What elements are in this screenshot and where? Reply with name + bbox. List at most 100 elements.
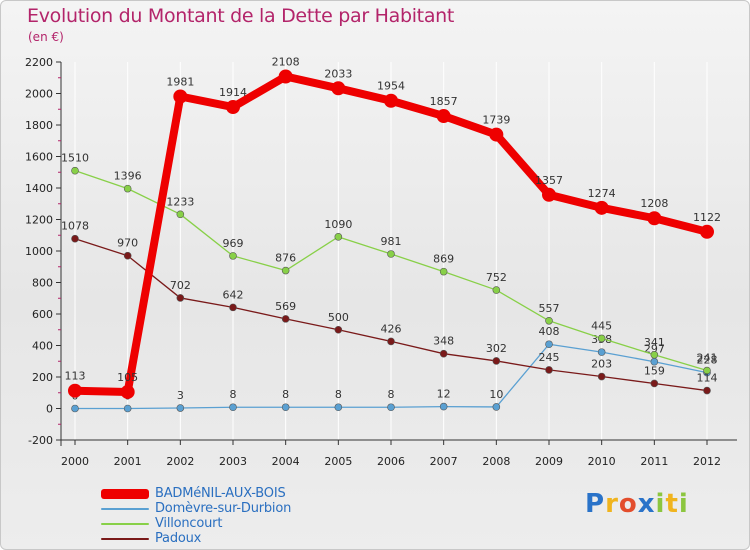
data-label-villoncourt-2008: 752 [486,271,507,284]
point-villoncourt-2006 [387,250,395,258]
y-tick-label-1200: 1200 [25,214,53,227]
point-badm-nil-aux-bois-2006 [384,93,398,108]
point-villoncourt-2005 [334,233,343,241]
data-label-padoux-2012: 114 [697,372,718,385]
data-label-villoncourt-2003: 969 [223,237,244,250]
point-villoncourt-2008 [492,286,501,294]
point-villoncourt-2002 [176,210,185,219]
legend-label: BADMéNIL-AUX-BOIS [155,486,286,501]
data-label-dom-vre-sur-durbion-2008: 10 [489,388,503,401]
data-label-villoncourt-2005: 1090 [324,218,352,231]
legend-item-badm-nil-aux-bois: BADMéNIL-AUX-BOIS [101,486,291,501]
data-label-villoncourt-2001: 1396 [114,170,142,183]
data-label-villoncourt-2000: 1510 [61,152,89,165]
data-label-villoncourt-2010: 445 [591,319,612,332]
point-padoux-2005 [334,325,343,334]
point-villoncourt-2004 [281,266,290,275]
x-tick-label-2007: 2007 [430,455,458,468]
point-villoncourt-2003 [229,252,237,260]
data-label-badm-nil-aux-bois-2005: 2033 [324,67,352,80]
logo-letter: o [618,489,638,519]
x-tick-label-2004: 2004 [272,455,300,468]
legend-swatch [101,507,149,510]
data-label-badm-nil-aux-bois-2008: 1739 [482,114,510,127]
point-padoux-2009 [545,366,553,374]
x-tick-label-2003: 2003 [219,455,247,468]
data-label-padoux-2011: 159 [644,364,665,377]
point-badm-nil-aux-bois-2003 [226,100,240,115]
legend-swatch [101,522,149,525]
legend-label: Domèvre-sur-Durbion [155,501,292,516]
data-label-dom-vre-sur-durbion-2012: 228 [697,354,718,367]
point-villoncourt-2000 [71,166,79,175]
logo-letter: r [605,489,619,519]
x-tick-label-2008: 2008 [482,455,510,468]
point-padoux-2002 [176,294,185,302]
data-label-dom-vre-sur-durbion-2003: 8 [230,388,237,401]
point-badm-nil-aux-bois-2012 [700,224,714,239]
data-label-badm-nil-aux-bois-2010: 1274 [588,187,616,200]
legend-item-dom-vre-sur-durbion: Domèvre-sur-Durbion [101,501,291,516]
legend-swatch [101,537,149,540]
data-label-badm-nil-aux-bois-2002: 1981 [166,75,194,88]
point-dom-vre-sur-durbion-2009 [545,340,553,349]
point-badm-nil-aux-bois-2004 [278,69,293,84]
point-dom-vre-sur-durbion-2003 [229,403,237,412]
point-padoux-2011 [650,379,659,388]
y-tick-label-800: 800 [32,277,53,290]
y-tick-label-2200: 2200 [25,56,53,69]
point-padoux-2001 [123,251,132,260]
logo-letter: P [585,489,606,519]
x-tick-label-2012: 2012 [693,455,721,468]
point-villoncourt-2001 [123,184,132,193]
data-label-dom-vre-sur-durbion-2006: 8 [388,388,395,401]
point-padoux-2003 [229,303,237,312]
data-label-badm-nil-aux-bois-2009: 1357 [535,174,563,187]
x-tick-label-2009: 2009 [535,455,563,468]
proxiti-logo: Proxiti [585,489,689,519]
point-villoncourt-2007 [439,267,448,276]
data-label-villoncourt-2004: 876 [275,252,296,265]
legend-label: Villoncourt [155,516,223,531]
point-dom-vre-sur-durbion-2006 [387,403,395,412]
legend-item-padoux: Padoux [101,531,291,546]
data-label-padoux-2007: 348 [433,335,454,348]
x-tick-label-2006: 2006 [377,455,405,468]
point-padoux-2004 [281,315,290,323]
data-label-badm-nil-aux-bois-2004: 2108 [272,55,300,68]
point-dom-vre-sur-durbion-2010 [597,348,606,356]
data-label-villoncourt-2009: 557 [539,302,560,315]
data-label-villoncourt-2012: 241 [697,352,718,365]
y-tick-label-200: 200 [32,371,53,384]
legend-label: Padoux [155,531,202,546]
y-tick-label-1000: 1000 [25,245,53,258]
data-label-villoncourt-2006: 981 [381,235,402,248]
y-tick-label-600: 600 [32,308,53,321]
point-badm-nil-aux-bois-2001 [120,384,135,399]
y-tick-label-0: 0 [46,403,53,416]
point-padoux-2012 [703,386,711,395]
point-badm-nil-aux-bois-2010 [594,200,609,215]
x-tick-label-2001: 2001 [114,455,142,468]
y-tick-label-1400: 1400 [25,182,53,195]
data-label-badm-nil-aux-bois-2007: 1857 [430,95,458,108]
point-dom-vre-sur-durbion-2000 [71,404,79,413]
point-villoncourt-2012 [703,366,711,375]
point-dom-vre-sur-durbion-2004 [281,403,290,412]
point-villoncourt-2009 [545,316,553,325]
x-tick-label-2010: 2010 [588,455,616,468]
data-label-padoux-2005: 500 [328,311,349,324]
point-dom-vre-sur-durbion-2008 [492,403,501,411]
data-label-dom-vre-sur-durbion-2011: 297 [644,343,665,356]
data-label-dom-vre-sur-durbion-2002: 3 [177,389,184,402]
point-badm-nil-aux-bois-2008 [489,127,504,142]
data-label-dom-vre-sur-durbion-2004: 8 [282,388,289,401]
data-label-padoux-2001: 970 [117,237,138,250]
x-tick-label-2005: 2005 [324,455,352,468]
point-villoncourt-2011 [650,350,659,359]
data-label-villoncourt-2007: 869 [433,253,454,266]
logo-letter: i [678,489,689,519]
y-tick-label-1800: 1800 [25,119,53,132]
